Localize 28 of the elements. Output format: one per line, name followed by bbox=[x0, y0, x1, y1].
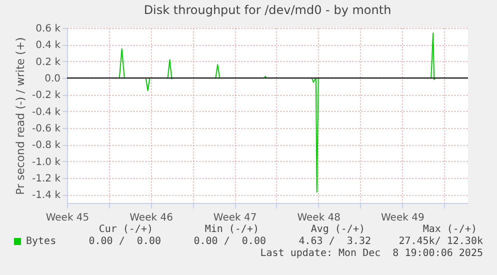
y-tick-label: 0.4 k bbox=[36, 40, 61, 52]
x-tick-label: Week 45 bbox=[46, 212, 90, 224]
text: Avg (-/+) bbox=[310, 224, 365, 236]
y-tick-label: 0.2 k bbox=[36, 56, 61, 68]
y-tick-label: 0.0 bbox=[44, 74, 60, 84]
legend-label: Bytes bbox=[26, 236, 56, 248]
text: Min (-/+) bbox=[204, 224, 259, 236]
text: Cur (-/+) bbox=[98, 224, 153, 236]
y-tick-label: -1.0 k bbox=[32, 156, 61, 168]
y-axis-title: Pr second read (-) / write (+) bbox=[14, 37, 28, 195]
x-tick-label: Week 49 bbox=[381, 212, 424, 224]
y-tick-label: -0.2 k bbox=[32, 90, 61, 102]
text: Max (-/+) bbox=[422, 224, 477, 236]
y-tick-label: -0.4 k bbox=[32, 106, 61, 118]
x-tick-label: Week 46 bbox=[130, 212, 173, 224]
y-tick-label: -1.4 k bbox=[32, 190, 61, 202]
x-tick-label: Week 47 bbox=[213, 212, 257, 224]
text: 4.63 / 3.32 bbox=[298, 236, 371, 248]
y-tick-label: 0.6 k bbox=[36, 24, 61, 34]
x-tick-label: Week 48 bbox=[297, 212, 341, 224]
text: Last update: Mon Dec 8 19:00:06 2025 bbox=[260, 248, 483, 260]
y-tick-label: -0.8 k bbox=[32, 140, 61, 152]
text: 0.00 / 0.00 bbox=[194, 236, 266, 248]
y-tick-label: -0.6 k bbox=[32, 124, 61, 134]
text: 0.00 / 0.00 bbox=[88, 236, 161, 248]
chart-title: Disk throughput for /dev/md0 - by month bbox=[144, 3, 392, 17]
text: 27.45k/ 12.30k bbox=[398, 236, 483, 248]
y-tick-label: -1.2 k bbox=[32, 174, 61, 184]
